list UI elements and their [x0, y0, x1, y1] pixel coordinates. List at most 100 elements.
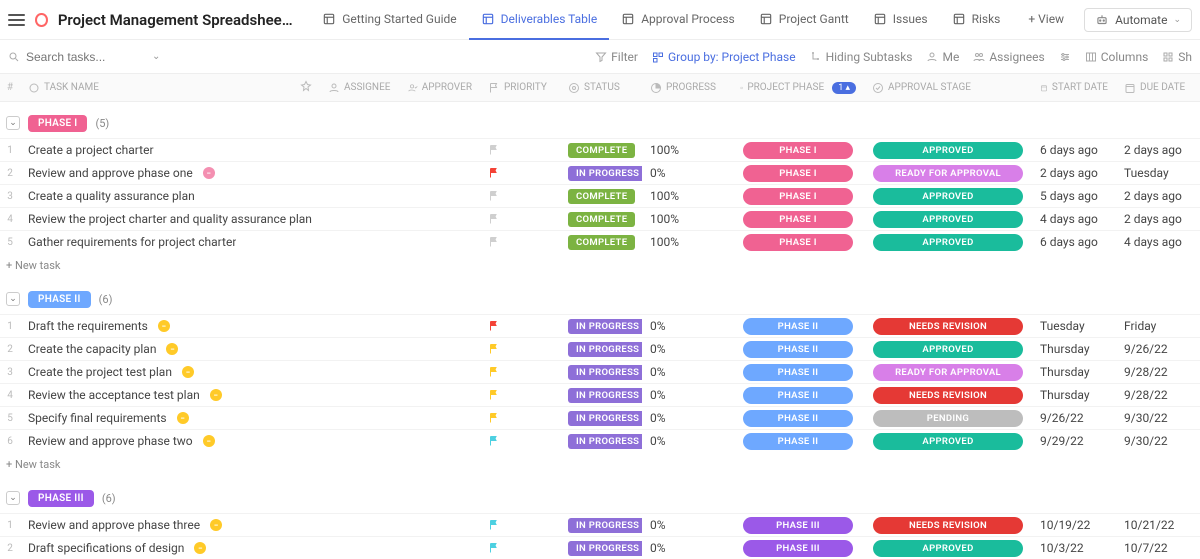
col-assignee[interactable]: ASSIGNEE — [320, 82, 400, 94]
cell-priority[interactable] — [480, 213, 560, 225]
subtasks-button[interactable]: Hiding Subtasks — [810, 50, 913, 64]
cell-status[interactable]: COMPLETE — [560, 235, 642, 250]
cell-phase[interactable]: PHASE I — [732, 234, 864, 251]
cell-status[interactable]: COMPLETE — [560, 212, 642, 227]
cell-due-date[interactable]: 9/28/22 — [1116, 388, 1200, 402]
task-name[interactable]: Review and approve phase two — [28, 434, 193, 448]
task-name[interactable]: Gather requirements for project charter — [28, 235, 236, 249]
cell-priority[interactable] — [480, 343, 560, 355]
cell-approval[interactable]: NEEDS REVISION — [864, 318, 1032, 335]
cell-phase[interactable]: PHASE II — [732, 318, 864, 335]
cell-progress[interactable]: 100% — [642, 189, 732, 203]
cell-progress[interactable]: 0% — [642, 388, 732, 402]
col-start-date[interactable]: START DATE — [1032, 82, 1116, 94]
cell-progress[interactable]: 0% — [642, 434, 732, 448]
group-toggle[interactable]: ⌄ — [6, 491, 20, 505]
table-row[interactable]: 6Review and approve phase two−IN PROGRES… — [0, 429, 1200, 452]
task-name[interactable]: Review and approve phase one — [28, 166, 193, 180]
tab-approval-process[interactable]: Approval Process — [609, 0, 747, 40]
cell-approval[interactable]: APPROVED — [864, 540, 1032, 557]
cell-status[interactable]: COMPLETE — [560, 189, 642, 204]
cell-priority[interactable] — [480, 236, 560, 248]
cell-phase[interactable]: PHASE III — [732, 517, 864, 534]
cell-priority[interactable] — [480, 190, 560, 202]
cell-due-date[interactable]: 9/30/22 — [1116, 434, 1200, 448]
table-row[interactable]: 1Draft the requirements−IN PROGRESS0%PHA… — [0, 314, 1200, 337]
cell-phase[interactable]: PHASE II — [732, 433, 864, 450]
pin-icon[interactable] — [300, 80, 312, 92]
cell-progress[interactable]: 0% — [642, 365, 732, 379]
tab-project-gantt[interactable]: Project Gantt — [747, 0, 861, 40]
cell-priority[interactable] — [480, 519, 560, 531]
cell-start-date[interactable]: 4 days ago — [1032, 212, 1116, 226]
new-task-button[interactable]: + New task — [0, 452, 1200, 477]
cell-status[interactable]: IN PROGRESS — [560, 342, 642, 357]
task-name[interactable]: Create a quality assurance plan — [28, 189, 195, 203]
task-name[interactable]: Review the project charter and quality a… — [28, 212, 312, 226]
col-approver[interactable]: APPROVER — [400, 82, 480, 94]
cell-progress[interactable]: 0% — [642, 166, 732, 180]
cell-approval[interactable]: APPROVED — [864, 142, 1032, 159]
cell-status[interactable]: IN PROGRESS — [560, 541, 642, 556]
cell-status[interactable]: IN PROGRESS — [560, 365, 642, 380]
cell-due-date[interactable]: 2 days ago — [1116, 212, 1200, 226]
table-row[interactable]: 4Review the project charter and quality … — [0, 207, 1200, 230]
cell-priority[interactable] — [480, 366, 560, 378]
columns-button[interactable]: Columns — [1085, 50, 1149, 64]
cell-progress[interactable]: 0% — [642, 541, 732, 555]
cell-start-date[interactable]: Thursday — [1032, 342, 1116, 356]
cell-priority[interactable] — [480, 412, 560, 424]
table-row[interactable]: 2Draft specifications of design−IN PROGR… — [0, 536, 1200, 559]
cell-phase[interactable]: PHASE III — [732, 540, 864, 557]
cell-priority[interactable] — [480, 144, 560, 156]
table-row[interactable]: 1Review and approve phase three−IN PROGR… — [0, 513, 1200, 536]
cell-progress[interactable]: 100% — [642, 212, 732, 226]
search-box[interactable]: ⌄ — [8, 50, 178, 64]
cell-due-date[interactable]: 2 days ago — [1116, 189, 1200, 203]
tab-deliverables-table[interactable]: Deliverables Table — [469, 0, 610, 40]
cell-due-date[interactable]: 9/28/22 — [1116, 365, 1200, 379]
tab-risks[interactable]: Risks — [940, 0, 1013, 40]
cell-due-date[interactable]: 2 days ago — [1116, 143, 1200, 157]
cell-approval[interactable]: APPROVED — [864, 188, 1032, 205]
table-row[interactable]: 1Create a project charterCOMPLETE100%PHA… — [0, 138, 1200, 161]
tab-issues[interactable]: Issues — [861, 0, 940, 40]
cell-start-date[interactable]: 10/19/22 — [1032, 518, 1116, 532]
cell-phase[interactable]: PHASE II — [732, 364, 864, 381]
cell-progress[interactable]: 0% — [642, 319, 732, 333]
cell-phase[interactable]: PHASE II — [732, 341, 864, 358]
cell-due-date[interactable]: 9/30/22 — [1116, 411, 1200, 425]
col-due-date[interactable]: DUE DATE — [1116, 82, 1200, 94]
filter-button[interactable]: Filter — [595, 50, 638, 64]
cell-start-date[interactable]: Thursday — [1032, 388, 1116, 402]
cell-phase[interactable]: PHASE II — [732, 410, 864, 427]
cell-progress[interactable]: 0% — [642, 342, 732, 356]
task-name[interactable]: Review and approve phase three — [28, 518, 200, 532]
new-task-button[interactable]: + New task — [0, 253, 1200, 278]
table-row[interactable]: 5Specify final requirements−IN PROGRESS0… — [0, 406, 1200, 429]
cell-start-date[interactable]: 6 days ago — [1032, 143, 1116, 157]
cell-start-date[interactable]: 9/26/22 — [1032, 411, 1116, 425]
cell-due-date[interactable]: 4 days ago — [1116, 235, 1200, 249]
cell-approval[interactable]: READY FOR APPROVAL — [864, 165, 1032, 182]
cell-progress[interactable]: 100% — [642, 235, 732, 249]
assignees-button[interactable]: Assignees — [973, 50, 1044, 64]
table-row[interactable]: 2Review and approve phase one−IN PROGRES… — [0, 161, 1200, 184]
cell-approval[interactable]: APPROVED — [864, 211, 1032, 228]
cell-progress[interactable]: 100% — [642, 143, 732, 157]
cell-start-date[interactable]: 6 days ago — [1032, 235, 1116, 249]
cell-phase[interactable]: PHASE I — [732, 142, 864, 159]
table-row[interactable]: 2Create the capacity plan−IN PROGRESS0%P… — [0, 337, 1200, 360]
table-row[interactable]: 3Create the project test plan−IN PROGRES… — [0, 360, 1200, 383]
cell-due-date[interactable]: Tuesday — [1116, 166, 1200, 180]
col-approval-stage[interactable]: APPROVAL STAGE — [864, 82, 1032, 94]
cell-start-date[interactable]: Tuesday — [1032, 319, 1116, 333]
add-view-button[interactable]: + View — [1016, 12, 1076, 28]
cell-phase[interactable]: PHASE II — [732, 387, 864, 404]
col-progress[interactable]: PROGRESS — [642, 82, 732, 94]
col-task-name[interactable]: TASK NAME — [20, 80, 320, 95]
task-name[interactable]: Create the project test plan — [28, 365, 172, 379]
group-toggle[interactable]: ⌄ — [6, 292, 20, 306]
cell-approval[interactable]: NEEDS REVISION — [864, 387, 1032, 404]
task-name[interactable]: Draft specifications of design — [28, 541, 184, 555]
